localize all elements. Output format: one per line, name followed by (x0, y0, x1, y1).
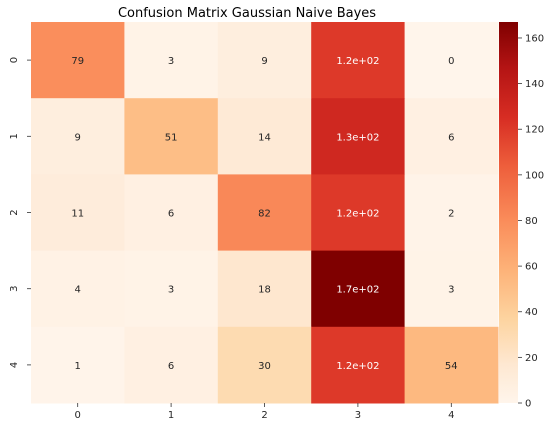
heatmap-cell (124, 22, 219, 99)
cell-annotation: 6 (168, 209, 174, 220)
cell-annotation: 3 (448, 285, 454, 296)
cell-annotation: 82 (258, 209, 271, 220)
heatmap-cell (31, 326, 125, 404)
chart-title: Confusion Matrix Gaussian Naive Bayes (118, 6, 376, 21)
heatmap-cell (217, 326, 312, 404)
x-tick-label: 0 (75, 410, 81, 421)
colorbar-tick-label: 120 (525, 125, 544, 136)
cell-annotation: 1.3e+02 (336, 132, 379, 143)
cell-annotation: 54 (445, 361, 458, 372)
heatmap-cell (404, 22, 499, 99)
cell-annotation: 18 (258, 285, 271, 296)
colorbar-tick-label: 140 (525, 79, 544, 90)
cell-annotation: 14 (258, 132, 271, 143)
heatmap-cell (124, 98, 219, 175)
heatmap-cell (217, 98, 312, 175)
x-tick-label: 2 (261, 410, 267, 421)
cell-annotation: 6 (448, 132, 454, 143)
heatmap-cell (311, 22, 406, 99)
colorbar (499, 22, 518, 403)
y-tick-label: 3 (9, 286, 20, 292)
cell-annotation: 3 (168, 56, 174, 67)
heatmap-cell (124, 174, 219, 252)
colorbar-tick-label: 100 (525, 170, 544, 181)
heatmap-cell (31, 98, 125, 175)
heatmap-cell (217, 250, 312, 328)
cell-annotation: 2 (448, 209, 454, 220)
heatmap-cell (31, 22, 125, 99)
cell-annotation: 6 (168, 361, 174, 372)
y-tick-label: 4 (9, 362, 20, 368)
cell-annotation: 4 (75, 285, 81, 296)
heatmap-cell (217, 22, 312, 99)
cell-annotation: 79 (71, 56, 84, 67)
heatmap-cell (404, 174, 499, 252)
heatmap-cell (31, 174, 125, 252)
heatmap-cell (217, 174, 312, 252)
cell-annotation: 11 (71, 209, 84, 220)
cell-annotation: 1.2e+02 (336, 56, 379, 67)
y-tick-label: 0 (9, 57, 20, 63)
y-tick-label: 1 (9, 133, 20, 139)
cell-annotation: 9 (261, 56, 267, 67)
heatmap-cell (404, 326, 499, 404)
colorbar-tick-label: 40 (525, 307, 538, 318)
x-tick-label: 4 (448, 410, 454, 421)
y-tick-label: 2 (9, 209, 20, 215)
colorbar-tick-label: 160 (525, 33, 544, 44)
cell-annotation: 0 (448, 56, 454, 67)
heatmap-cell (404, 98, 499, 175)
cell-annotation: 3 (168, 285, 174, 296)
colorbar-tick-label: 80 (525, 216, 538, 227)
cell-annotation: 51 (165, 132, 178, 143)
cell-annotation: 1.7e+02 (336, 285, 379, 296)
cell-annotation: 30 (258, 361, 271, 372)
x-tick-label: 3 (355, 410, 361, 421)
heatmap-cell (311, 98, 406, 175)
heatmap-cell (124, 326, 219, 404)
heatmap-cell (311, 326, 406, 404)
heatmap-cell (311, 174, 406, 252)
heatmap-cell (404, 250, 499, 328)
colorbar-tick-label: 20 (525, 353, 538, 364)
x-tick-label: 1 (168, 410, 174, 421)
colorbar-tick-label: 60 (525, 262, 538, 273)
heatmap-cell (124, 250, 219, 328)
heatmap-cell (311, 250, 406, 328)
colorbar-tick-label: 0 (525, 399, 531, 410)
cell-annotation: 9 (75, 132, 81, 143)
cell-annotation: 1.2e+02 (336, 361, 379, 372)
cell-annotation: 1 (75, 361, 81, 372)
cell-annotation: 1.2e+02 (336, 209, 379, 220)
heatmap-cell (31, 250, 125, 328)
